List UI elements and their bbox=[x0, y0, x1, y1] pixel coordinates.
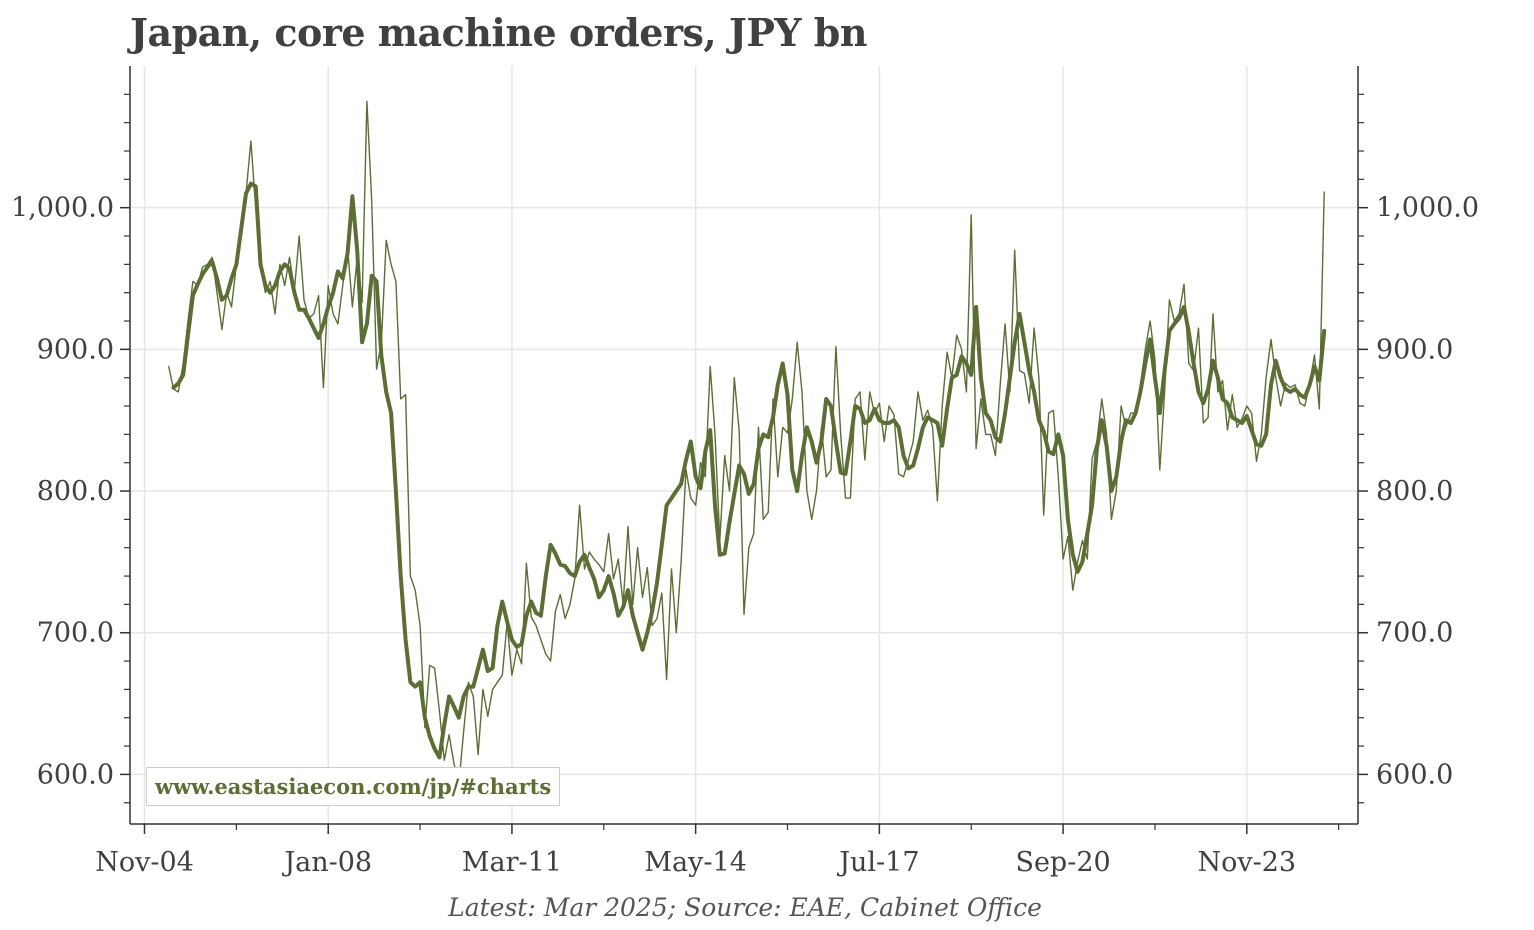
x-tick-label: Nov-23 bbox=[1197, 847, 1296, 878]
source-note: Latest: Mar 2025; Source: EAE, Cabinet O… bbox=[448, 893, 1042, 922]
y-tick-label-right: 700.0 bbox=[1376, 618, 1453, 649]
y-tick-label-left: 700.0 bbox=[37, 618, 114, 649]
watermark-link[interactable]: www.eastasiaecon.com/jp/#charts bbox=[146, 767, 561, 806]
y-tick-label-right: 1,000.0 bbox=[1376, 193, 1479, 224]
tick-labels: 600.0 600.0 700.0 700.0 800.0 800.0 900.0 900.0… bbox=[11, 193, 1479, 878]
y-tick-label-left: 600.0 bbox=[37, 759, 114, 790]
axes bbox=[120, 66, 1368, 834]
y-tick-label-left: 800.0 bbox=[37, 476, 114, 507]
y-tick-label-right: 900.0 bbox=[1376, 334, 1453, 365]
x-tick-label: Jan-08 bbox=[281, 847, 372, 878]
series-lines bbox=[168, 100, 1327, 785]
x-tick-label: Nov-04 bbox=[95, 847, 194, 878]
y-tick-label-left: 900.0 bbox=[37, 334, 114, 365]
x-tick-label: Jul-17 bbox=[836, 847, 919, 878]
chart-title: Japan, core machine orders, JPY bn bbox=[130, 10, 867, 55]
x-tick-label: May-14 bbox=[644, 847, 746, 878]
x-tick-label: Mar-11 bbox=[462, 847, 562, 878]
series-line-monthly bbox=[168, 100, 1325, 785]
series-line-average bbox=[171, 181, 1327, 760]
x-tick-label: Sep-20 bbox=[1015, 847, 1110, 878]
y-tick-label-right: 800.0 bbox=[1376, 476, 1453, 507]
y-tick-label-left: 1,000.0 bbox=[11, 193, 114, 224]
grid-lines bbox=[130, 66, 1358, 824]
y-tick-label-right: 600.0 bbox=[1376, 759, 1453, 790]
